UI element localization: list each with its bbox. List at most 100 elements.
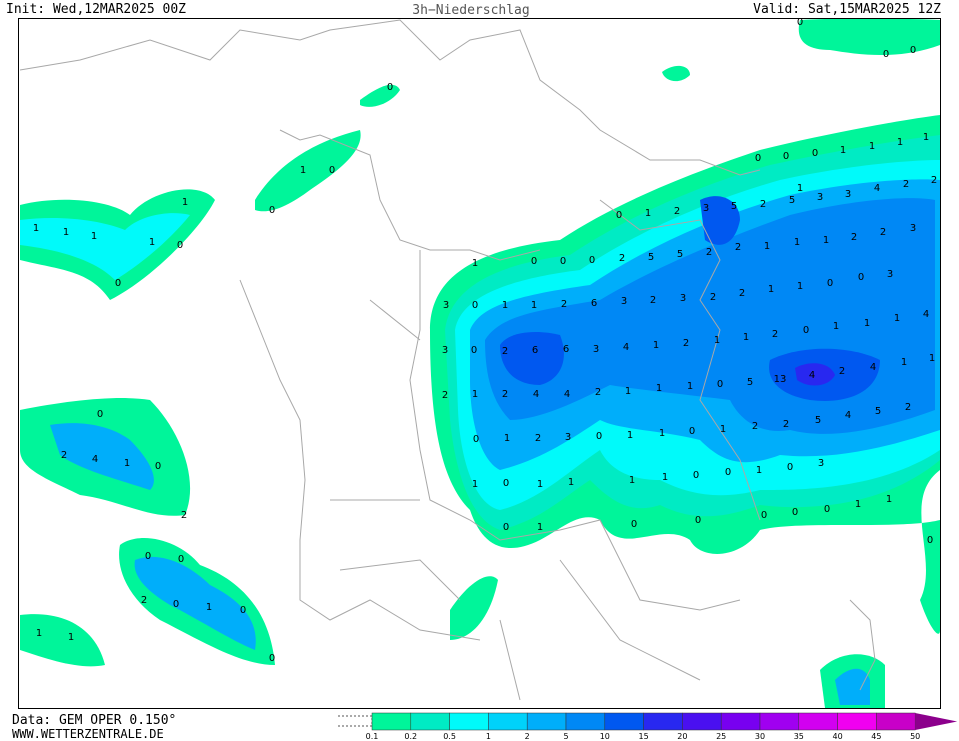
map-value: 1	[714, 335, 720, 346]
map-value: 4	[623, 342, 629, 353]
map-value: 1	[659, 428, 665, 439]
map-value: 1	[300, 165, 306, 176]
map-value: 5	[648, 252, 654, 263]
map-value: 2	[683, 338, 689, 349]
valid-time: Valid: Sat,15MAR2025 12Z	[753, 2, 941, 17]
legend-swatch	[798, 712, 838, 731]
legend-swatch	[759, 712, 800, 731]
map-value: 0	[240, 605, 246, 616]
map-value: 0	[531, 256, 537, 267]
map-value: 1	[537, 522, 543, 533]
map-value: 0	[503, 478, 509, 489]
map-value: 1	[794, 237, 800, 248]
map-value: 0	[812, 148, 818, 159]
map-value: 1	[840, 145, 846, 156]
precipitation	[20, 18, 940, 708]
map-value: 1	[823, 235, 829, 246]
map-value: 0	[616, 210, 622, 221]
map-value: 0	[797, 17, 803, 28]
map-value: 2	[619, 253, 625, 264]
map-value: 3	[703, 203, 709, 214]
map-value: 0	[269, 653, 275, 664]
map-value: 2	[595, 387, 601, 398]
map-value: 3	[593, 344, 599, 355]
map-value: 1	[537, 479, 543, 490]
legend-tick-label: 35	[794, 732, 804, 741]
website: WWW.WETTERZENTRALE.DE	[12, 727, 164, 741]
map-value: 0	[927, 535, 933, 546]
map-value: 1	[472, 479, 478, 490]
legend-tick-label: 40	[833, 732, 843, 741]
map-value: 1	[929, 353, 935, 364]
legend-tick-label: 0.1	[366, 732, 379, 741]
map-value: 1	[63, 227, 69, 238]
map-value: 0	[695, 515, 701, 526]
legend-tick-label: 50	[910, 732, 920, 741]
legend-swatch	[682, 712, 722, 731]
legend-tick-label: 10	[600, 732, 610, 741]
map-value: 2	[61, 450, 67, 461]
map-value: 1	[33, 223, 39, 234]
legend-tick-label: 45	[871, 732, 881, 741]
map-value: 2	[783, 419, 789, 430]
map-value: 0	[761, 510, 767, 521]
legend-tick-label: 15	[639, 732, 649, 741]
map-value: 0	[883, 49, 889, 60]
map-value: 2	[752, 421, 758, 432]
map-value: 6	[591, 298, 597, 309]
map-value: 0	[155, 461, 161, 472]
map-value: 1	[894, 313, 900, 324]
map-value: 5	[875, 406, 881, 417]
legend-swatch	[604, 712, 644, 731]
map-value: 1	[886, 494, 892, 505]
legend-tick-label: 1	[486, 732, 491, 741]
map-value: 1	[901, 357, 907, 368]
map-value: 5	[731, 201, 737, 212]
map-value: 0	[329, 165, 335, 176]
map-value: 0	[858, 272, 864, 283]
map-value: 3	[817, 192, 823, 203]
map-value: 1	[625, 386, 631, 397]
map-value: 0	[725, 467, 731, 478]
map-value: 5	[789, 195, 795, 206]
legend-tick-label: 30	[755, 732, 765, 741]
map-value: 3	[887, 269, 893, 280]
map-value: 0	[596, 431, 602, 442]
map-value: 1	[743, 332, 749, 343]
legend: 0.1 0.2 0.5 1 2 5 10 15 20 25 30 35 40 45 50	[338, 712, 958, 741]
map-value: 2	[674, 206, 680, 217]
map-value: 1	[864, 318, 870, 329]
map-value: 0	[755, 153, 761, 164]
map-value: 1	[662, 472, 668, 483]
map-value: 0	[173, 599, 179, 610]
map-value: 4	[870, 362, 876, 373]
map-value: 0	[824, 504, 830, 515]
map-value: 2	[931, 175, 937, 186]
map-value: 2	[839, 366, 845, 377]
map-value: 0	[387, 82, 393, 93]
map-value: 1	[182, 197, 188, 208]
legend-tick-label: 0.5	[443, 732, 456, 741]
map-value: 1	[504, 433, 510, 444]
map-value: 1	[869, 141, 875, 152]
map-value: 0	[827, 278, 833, 289]
map-value: 1	[756, 465, 762, 476]
legend-tick-label: 20	[677, 732, 687, 741]
map-value: 0	[792, 507, 798, 518]
legend-tick-label: 2	[525, 732, 530, 741]
data-source: Data: GEM OPER 0.150°	[12, 713, 176, 728]
legend-swatch	[410, 712, 450, 731]
map-value: 0	[910, 45, 916, 56]
map-value: 1	[149, 237, 155, 248]
map-value: 1	[206, 602, 212, 613]
map-value: 0	[803, 325, 809, 336]
map-frame	[18, 18, 941, 709]
map-value: 2	[760, 199, 766, 210]
map-value: 0	[787, 462, 793, 473]
map-value: 13	[774, 374, 787, 385]
map-value: 1	[568, 477, 574, 488]
map-value: 1	[653, 340, 659, 351]
map-value: 0	[177, 240, 183, 251]
map-value: 2	[772, 329, 778, 340]
map-value: 0	[783, 151, 789, 162]
